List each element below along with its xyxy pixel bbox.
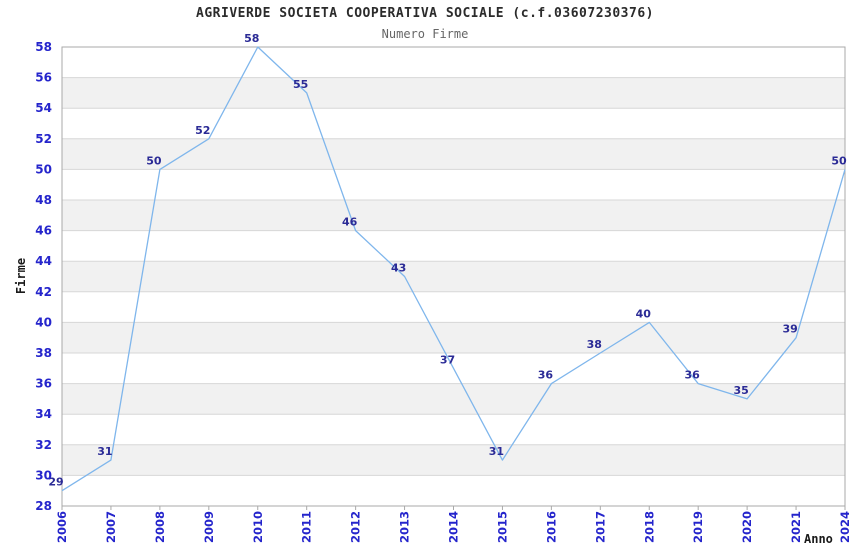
y-tick-label: 36 — [35, 377, 52, 391]
y-tick-label: 42 — [35, 285, 52, 299]
data-point-label: 50 — [146, 154, 162, 167]
x-tick-label: 2016 — [544, 511, 558, 543]
data-point-label: 29 — [48, 476, 63, 489]
plot-band — [62, 108, 845, 139]
y-tick-label: 38 — [35, 346, 52, 360]
data-point-label: 52 — [195, 124, 210, 137]
data-point-label: 37 — [440, 353, 455, 366]
y-tick-label: 30 — [35, 468, 52, 482]
plot-band — [62, 200, 845, 231]
x-tick-label: 2018 — [642, 511, 656, 543]
x-tick-label: 2010 — [251, 511, 265, 543]
x-tick-label: 2007 — [104, 511, 118, 543]
x-tick-label: 2006 — [55, 511, 69, 543]
y-tick-label: 58 — [35, 40, 52, 54]
x-tick-label: 2012 — [349, 511, 363, 543]
x-tick-label: 2019 — [691, 511, 705, 543]
plot-band — [62, 230, 845, 262]
x-axis-title: Anno — [804, 532, 833, 546]
plot-band — [62, 414, 845, 445]
y-tick-label: 54 — [35, 101, 52, 115]
chart-title: AGRIVERDE SOCIETA COOPERATIVA SOCIALE (c… — [196, 6, 654, 21]
x-tick-label: 2017 — [593, 511, 607, 543]
y-tick-label: 28 — [35, 499, 52, 513]
y-tick-label: 32 — [35, 438, 52, 452]
plot-band — [62, 322, 845, 353]
y-tick-label: 44 — [35, 254, 52, 268]
y-tick-label: 52 — [35, 132, 52, 146]
x-tick-label: 2021 — [789, 511, 803, 543]
data-point-label: 50 — [831, 154, 847, 167]
plot-band — [62, 47, 845, 78]
plot-band — [62, 261, 845, 292]
plot-band — [62, 291, 845, 323]
data-line — [61, 46, 846, 492]
y-tick-label: 56 — [35, 71, 52, 85]
x-tick-label: 2015 — [495, 511, 509, 543]
x-tick-label: 2024 — [838, 511, 850, 543]
y-tick-label: 48 — [35, 193, 52, 207]
plot-band — [62, 444, 845, 476]
plot-band — [62, 475, 845, 506]
data-point-label: 35 — [733, 384, 748, 397]
x-tick-label: 2011 — [300, 511, 314, 543]
data-point-label: 39 — [782, 323, 797, 336]
y-tick-label: 46 — [35, 224, 52, 238]
data-point-label: 36 — [538, 369, 554, 382]
data-point-label: 46 — [342, 216, 358, 229]
data-point-label: 31 — [489, 445, 504, 458]
data-point-label: 31 — [97, 445, 112, 458]
data-point-label: 38 — [587, 338, 602, 351]
y-tick-label: 34 — [35, 407, 52, 421]
x-tick-label: 2013 — [398, 511, 412, 543]
y-tick-label: 50 — [35, 162, 52, 176]
plot-band — [62, 77, 845, 109]
data-point-label: 43 — [391, 262, 406, 275]
data-point-label: 40 — [636, 307, 652, 320]
chart-subtitle: Numero Firme — [381, 27, 469, 41]
data-point-label: 55 — [293, 78, 308, 91]
data-point-label: 58 — [244, 32, 259, 45]
x-tick-label: 2008 — [153, 511, 167, 543]
data-point-label: 36 — [685, 369, 701, 382]
plot-band — [62, 169, 845, 200]
x-tick-label: 2014 — [447, 511, 461, 543]
x-tick-label: 2009 — [202, 511, 216, 543]
y-tick-label: 40 — [35, 315, 52, 329]
plot-band — [62, 138, 845, 170]
x-tick-label: 2020 — [740, 511, 754, 543]
plot-band — [62, 383, 845, 415]
